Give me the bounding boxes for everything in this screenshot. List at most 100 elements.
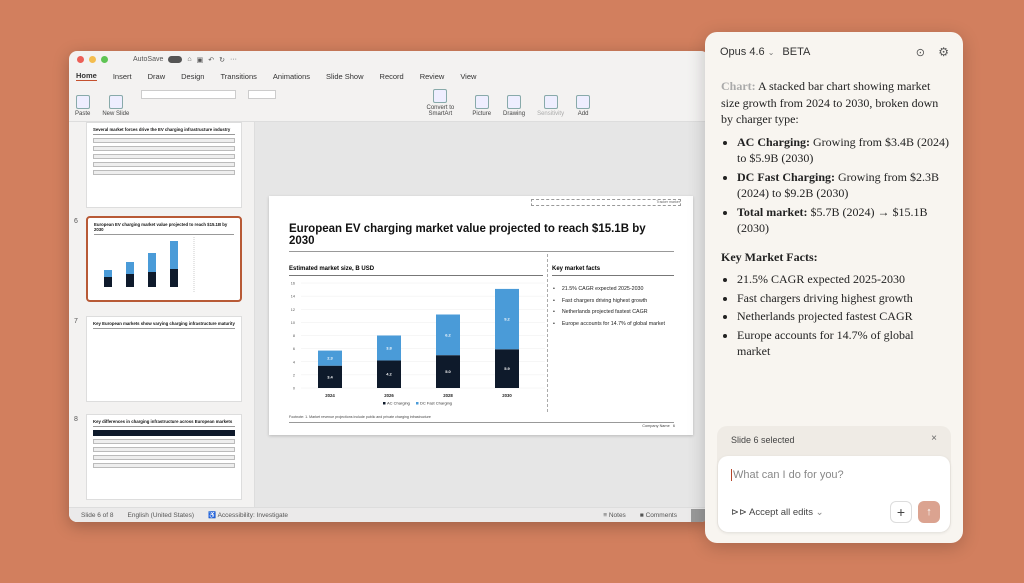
- x-tick-label: 2030: [502, 393, 512, 398]
- bar-ac-charging: [377, 360, 401, 388]
- context-chip: Slide 6 selected: [731, 435, 795, 445]
- tab-draw[interactable]: Draw: [147, 71, 166, 81]
- minimize-window-button[interactable]: [89, 56, 96, 63]
- undo-icon[interactable]: ↶: [208, 56, 215, 64]
- fact-item: Netherlands projected fastest CAGR: [553, 309, 665, 315]
- tab-insert[interactable]: Insert: [112, 71, 132, 81]
- font-size-select[interactable]: [248, 90, 277, 99]
- slide-thumbnail-6[interactable]: European EV charging market value projec…: [86, 216, 242, 302]
- tab-transitions[interactable]: Transitions: [220, 71, 257, 81]
- fact-bullet: Netherlands projected fastest CAGR: [737, 308, 949, 325]
- redo-icon[interactable]: ↻: [219, 56, 225, 64]
- picture-button[interactable]: Picture: [472, 95, 491, 117]
- bar-dc-fast-charging: [318, 350, 342, 366]
- zoom-window-button[interactable]: [101, 56, 108, 63]
- bullet: AC Charging: Growing from $3.4B (2024) t…: [737, 134, 949, 167]
- composer: Slide 6 selected × What can I do for you…: [717, 426, 951, 532]
- comments-button[interactable]: ■ Comments: [640, 512, 677, 519]
- fact-item: 21.5% CAGR expected 2025-2030: [553, 286, 665, 292]
- bar-dc-fast-charging: [377, 335, 401, 361]
- convert-smartart-button[interactable]: Convert to SmartArt: [420, 89, 460, 117]
- autosave-label: AutoSave: [133, 56, 164, 63]
- slide-thumbnail-7[interactable]: Key European markets show varying chargi…: [86, 316, 242, 402]
- accessibility-label: Accessibility: Investigate: [217, 512, 289, 519]
- title-bar: AutoSave ⌂ ▣ ↶ ↻ ···: [69, 51, 709, 68]
- stacked-bar-chart[interactable]: 0 2 4 6 8 10 12 14 16 3.4 2.3 2024 4.2 3.8 2026 5.0 6.2 2…: [283, 276, 545, 416]
- fast-forward-icon: ⊳⊳: [731, 507, 747, 518]
- picture-icon: [474, 95, 489, 109]
- send-button[interactable]: ↑: [918, 501, 940, 523]
- tab-animations[interactable]: Animations: [272, 71, 310, 81]
- slide-thumbnail-pane[interactable]: Several market forces drive the EV charg…: [69, 122, 255, 507]
- normal-view-button[interactable]: [691, 508, 707, 522]
- comments-label: Comments: [645, 511, 677, 519]
- y-tick-label: 12: [291, 308, 295, 312]
- notes-button[interactable]: ≡ Notes: [603, 512, 626, 519]
- thumbnail-title: Several market forces drive the EV charg…: [93, 127, 235, 135]
- bar-ac-charging: [318, 365, 342, 388]
- home-icon[interactable]: ⌂: [187, 56, 192, 63]
- data-label: 4.2: [386, 372, 392, 377]
- model-selector[interactable]: Opus 4.6 ⌄: [720, 46, 774, 58]
- new-slide-button[interactable]: New Slide: [102, 95, 129, 117]
- language-button[interactable]: English (United States): [127, 511, 195, 519]
- thumbnail-title: European EV charging market value projec…: [94, 222, 234, 235]
- paste-button[interactable]: Paste: [75, 95, 90, 117]
- drawing-icon: [507, 95, 522, 109]
- slide-6[interactable]: Tracker marker European EV charging mark…: [269, 196, 693, 435]
- paste-label: Paste: [75, 111, 91, 117]
- bar-ac-charging: [495, 349, 519, 388]
- thumbnail-title: Key European markets show varying chargi…: [93, 321, 235, 329]
- add-in-icon: [576, 95, 591, 109]
- tab-design[interactable]: Design: [181, 71, 205, 81]
- bar-ac-charging: [436, 355, 460, 388]
- accept-edits-button[interactable]: ⊳⊳ Accept all edits ⌄: [731, 507, 824, 518]
- accept-label: Accept all edits: [749, 507, 813, 518]
- font-name-select[interactable]: [141, 90, 237, 99]
- more-icon[interactable]: ···: [229, 56, 237, 63]
- thumbnail-title: Key differences in charging infrastructu…: [93, 419, 235, 427]
- beta-badge: BETA: [782, 46, 811, 58]
- slide-thumbnail-8[interactable]: Key differences in charging infrastructu…: [86, 414, 242, 500]
- slide-title[interactable]: European EV charging market value projec…: [289, 223, 674, 252]
- x-tick-label: 2024: [325, 393, 335, 398]
- autosave-toggle[interactable]: [168, 56, 183, 63]
- intro: Chart: A stacked bar chart showing marke…: [721, 78, 949, 128]
- slide-number: 6: [74, 218, 78, 225]
- tracker-marker: Tracker marker: [531, 199, 681, 206]
- slide-thumbnail-5[interactable]: Several market forces drive the EV charg…: [86, 122, 242, 208]
- response-text: Chart: A stacked bar chart showing marke…: [721, 78, 949, 368]
- tab-home[interactable]: Home: [76, 71, 97, 81]
- intro-label: Chart:: [721, 79, 756, 93]
- drawing-button[interactable]: Drawing: [503, 95, 525, 117]
- close-window-button[interactable]: [77, 56, 84, 63]
- legend-label: AC Charging: [387, 401, 410, 406]
- panel-header: Opus 4.6 ⌄ BETA: [720, 46, 810, 58]
- y-tick-label: 6: [293, 347, 295, 351]
- ribbon: Paste New Slide Convert to SmartArt Pict…: [69, 84, 709, 122]
- tab-view[interactable]: View: [460, 71, 477, 81]
- new-chat-icon[interactable]: ⊙: [915, 47, 925, 59]
- tab-review[interactable]: Review: [419, 71, 445, 81]
- plus-button[interactable]: +: [890, 501, 912, 523]
- close-icon[interactable]: ×: [931, 433, 937, 444]
- powerpoint-window: AutoSave ⌂ ▣ ↶ ↻ ··· Home Insert Draw Design…: [69, 51, 709, 522]
- save-icon[interactable]: ▣: [196, 56, 204, 64]
- tab-slide-show[interactable]: Slide Show: [326, 71, 364, 81]
- facts-heading: Key Market Facts:: [721, 249, 818, 264]
- ribbon-tabs: Home Insert Draw Design Transitions Anim…: [69, 68, 709, 84]
- data-label: 9.2: [504, 317, 510, 322]
- prompt-placeholder: What can I do for you?: [731, 469, 844, 481]
- prompt-input[interactable]: What can I do for you? ⊳⊳ Accept all edi…: [718, 456, 950, 532]
- model-name: Opus 4.6: [720, 46, 765, 58]
- tab-record[interactable]: Record: [379, 71, 404, 81]
- fact-bullet: Fast chargers driving highest growth: [737, 290, 949, 307]
- notes-label: Notes: [608, 511, 626, 519]
- accessibility-button[interactable]: ♿ Accessibility: Investigate: [208, 511, 288, 519]
- new-slide-icon: [108, 95, 123, 109]
- smartart-icon: [433, 89, 448, 103]
- gear-icon[interactable]: ⚙: [938, 45, 949, 59]
- bar-dc-fast-charging: [495, 288, 519, 350]
- add-in-button[interactable]: Add: [576, 95, 591, 117]
- sensitivity-button[interactable]: Sensitivity: [537, 95, 564, 117]
